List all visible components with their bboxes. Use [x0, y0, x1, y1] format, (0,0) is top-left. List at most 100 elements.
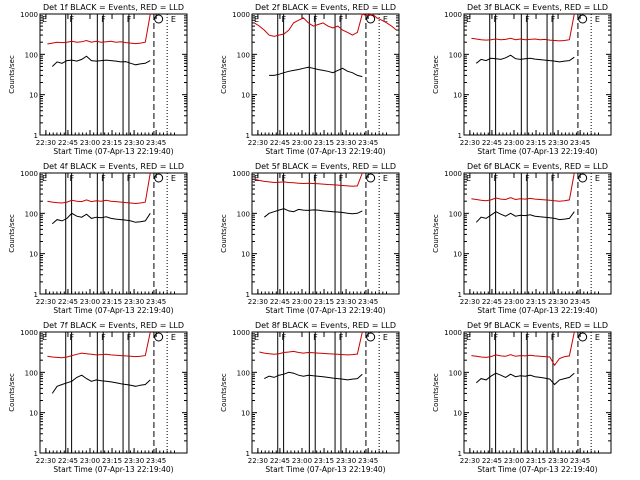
y-tick-label: 1000 — [20, 11, 38, 19]
marker-label-s — [154, 332, 164, 342]
series-line-red — [47, 331, 151, 359]
x-tick-label: 22:45 — [58, 457, 78, 465]
y-axis-label: Counts/sec — [432, 214, 440, 253]
marker-label-s — [154, 14, 164, 24]
panel-title: Det 9f BLACK = Events, RED = LLD — [467, 321, 608, 330]
marker-label-f: F — [101, 174, 106, 183]
x-tick-label: 22:30 — [460, 298, 480, 306]
x-tick-label: 23:45 — [358, 298, 378, 306]
x-tick-label: 23:45 — [570, 457, 590, 465]
y-tick-label: 10 — [241, 251, 250, 259]
x-axis-label: Start Time (07-Apr-13 22:19:40) — [477, 465, 597, 474]
plot-frame — [463, 331, 612, 454]
plot-frame — [39, 13, 188, 136]
marker-label-f: F — [339, 174, 344, 183]
y-tick-label: 10 — [453, 410, 462, 418]
marker-label-e-start: E — [466, 174, 471, 183]
x-tick-label: 23:15 — [102, 298, 122, 306]
x-tick-label: 23:30 — [336, 457, 356, 465]
y-tick-label: 100 — [237, 51, 250, 59]
series-line-red — [47, 13, 151, 45]
x-tick-label: 23:15 — [526, 298, 546, 306]
marker-label-f: F — [525, 174, 530, 183]
x-tick-label: 23:15 — [314, 457, 334, 465]
x-tick-label: 23:00 — [504, 298, 524, 306]
series-line-black — [475, 54, 575, 64]
marker-label-f: F — [493, 15, 498, 24]
series-line-black — [475, 211, 575, 223]
marker-label-s — [578, 14, 588, 24]
marker-label-s — [578, 332, 588, 342]
y-tick-label: 1 — [34, 132, 38, 140]
marker-label-e-start: E — [42, 174, 47, 183]
y-tick-label: 1 — [458, 132, 462, 140]
y-axis-label: Counts/sec — [8, 214, 16, 253]
marker-label-f: F — [313, 15, 318, 24]
y-tick-label: 10 — [453, 251, 462, 259]
x-axis-label: Start Time (07-Apr-13 22:19:40) — [53, 306, 173, 315]
x-tick-label: 22:45 — [270, 457, 290, 465]
y-tick-label: 10 — [29, 92, 38, 100]
detector-panel-4: Det 4f BLACK = Events, RED = LLD Counts/s… — [8, 162, 188, 315]
y-tick-label: 100 — [25, 51, 38, 59]
y-tick-label: 100 — [237, 369, 250, 377]
x-tick-label: 23:30 — [548, 298, 568, 306]
y-tick-label: 10 — [241, 92, 250, 100]
marker-label-s — [154, 173, 164, 183]
plot-frame — [39, 172, 188, 295]
x-axis-label: Start Time (07-Apr-13 22:19:40) — [265, 306, 385, 315]
y-axis-label: Counts/sec — [220, 55, 228, 94]
series-line-red — [259, 331, 363, 356]
y-tick-label: 100 — [449, 369, 462, 377]
x-tick-label: 23:30 — [548, 139, 568, 147]
x-tick-label: 23:15 — [102, 457, 122, 465]
marker-label-f: F — [69, 15, 74, 24]
x-tick-label: 23:15 — [526, 139, 546, 147]
marker-label-f: F — [69, 174, 74, 183]
marker-label-f: F — [127, 174, 132, 183]
y-tick-label: 1000 — [444, 170, 462, 178]
detector-panel-6: Det 6f BLACK = Events, RED = LLD Counts/s… — [432, 162, 612, 315]
marker-label-f: F — [551, 15, 556, 24]
marker-label-e-start: E — [466, 333, 471, 342]
y-tick-label: 1000 — [232, 329, 250, 337]
x-tick-label: 23:00 — [292, 298, 312, 306]
panel-title: Det 8f BLACK = Events, RED = LLD — [255, 321, 396, 330]
x-tick-label: 23:00 — [292, 457, 312, 465]
x-axis-label: Start Time (07-Apr-13 22:19:40) — [265, 465, 385, 474]
marker-label-f: F — [281, 333, 286, 342]
marker-label-f: F — [281, 174, 286, 183]
x-tick-label: 23:00 — [80, 457, 100, 465]
marker-label-e-start: E — [254, 15, 259, 24]
x-tick-label: 22:45 — [270, 298, 290, 306]
x-tick-label: 23:00 — [504, 139, 524, 147]
marker-label-f: F — [339, 15, 344, 24]
series-line-red — [254, 13, 397, 37]
marker-label-e-start: E — [466, 15, 471, 24]
marker-label-e: E — [383, 333, 388, 342]
x-tick-label: 23:15 — [314, 298, 334, 306]
x-tick-label: 22:30 — [248, 298, 268, 306]
panel-title: Det 7f BLACK = Events, RED = LLD — [43, 321, 184, 330]
marker-label-f: F — [281, 15, 286, 24]
plot-frame — [251, 13, 400, 136]
y-tick-label: 100 — [449, 51, 462, 59]
marker-label-f: F — [339, 333, 344, 342]
y-tick-label: 10 — [241, 410, 250, 418]
plot-frame — [463, 172, 612, 295]
marker-label-s — [366, 332, 376, 342]
x-tick-label: 22:45 — [58, 139, 78, 147]
x-tick-label: 23:45 — [146, 457, 166, 465]
marker-label-e-start: E — [254, 333, 259, 342]
x-tick-label: 22:45 — [482, 139, 502, 147]
series-line-black — [269, 66, 363, 78]
detector-panel-1: Det 1f BLACK = Events, RED = LLD Counts/s… — [8, 3, 188, 156]
series-line-red — [471, 172, 575, 202]
x-tick-label: 23:45 — [570, 139, 590, 147]
plot-frame — [463, 13, 612, 136]
x-tick-label: 22:30 — [36, 457, 56, 465]
y-tick-label: 100 — [25, 369, 38, 377]
y-tick-label: 1000 — [232, 11, 250, 19]
marker-label-e: E — [383, 15, 388, 24]
x-tick-label: 22:30 — [36, 298, 56, 306]
